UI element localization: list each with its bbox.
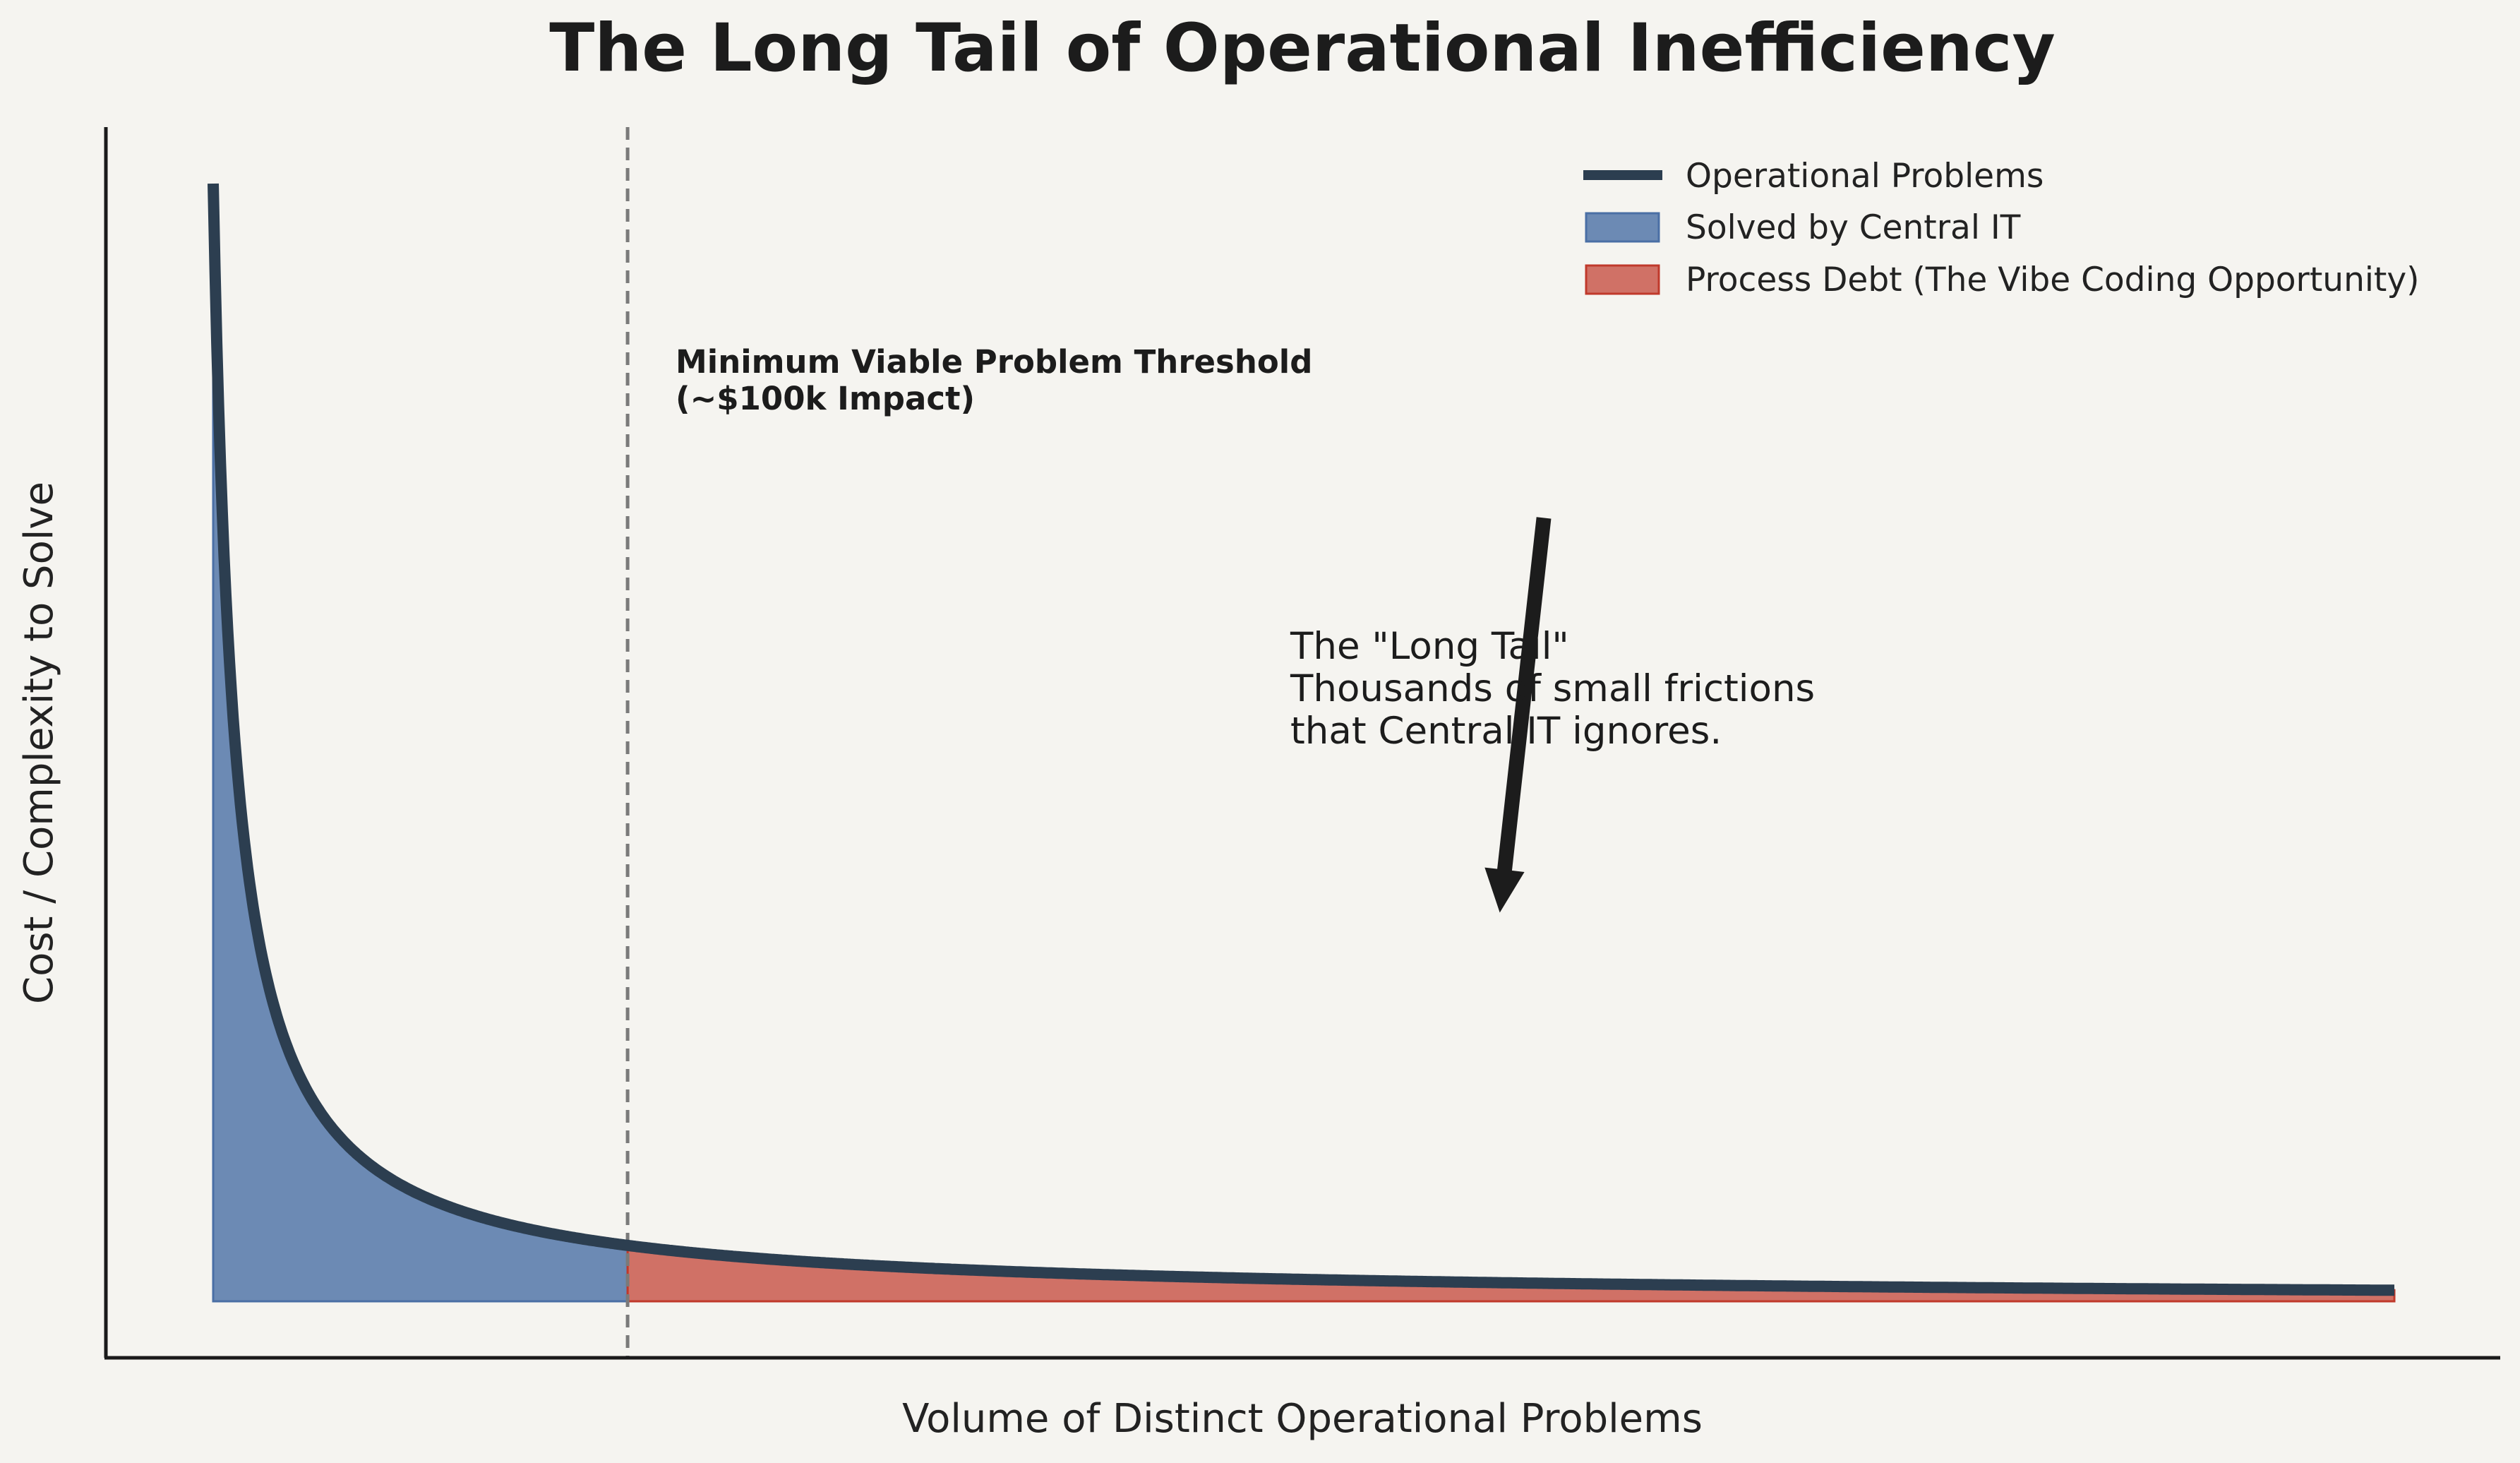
plot-area bbox=[208, 127, 2399, 1358]
threshold-label-line1: Minimum Viable Problem Threshold bbox=[676, 343, 1312, 381]
annotation-line-2: Thousands of small frictions bbox=[1290, 667, 1815, 710]
operational-problems-curve bbox=[208, 183, 2399, 1296]
x-axis-label: Volume of Distinct Operational Problems bbox=[902, 1396, 1703, 1442]
annotation-arrow bbox=[1484, 517, 1552, 913]
legend-label-process-debt: Process Debt (The Vibe Coding Opportunit… bbox=[1686, 261, 2420, 299]
annotation-line-3: that Central IT ignores. bbox=[1290, 710, 1722, 753]
chart-title: The Long Tail of Operational Inefficienc… bbox=[549, 10, 2056, 87]
threshold-label-line2: (~$100k Impact) bbox=[676, 380, 975, 417]
legend: Operational Problems Solved by Central I… bbox=[1583, 157, 2420, 299]
legend-label-central-it: Solved by Central IT bbox=[1686, 208, 2021, 247]
legend-swatch-process-debt bbox=[1585, 264, 1660, 295]
legend-label-operational-problems: Operational Problems bbox=[1686, 157, 2044, 196]
region-solved-by-central-it bbox=[212, 183, 629, 1303]
y-axis-label: Cost / Complexity to Solve bbox=[16, 482, 62, 1004]
legend-swatch-central-it bbox=[1585, 212, 1660, 243]
annotation-line-1: The "Long Tail" bbox=[1290, 625, 1569, 668]
